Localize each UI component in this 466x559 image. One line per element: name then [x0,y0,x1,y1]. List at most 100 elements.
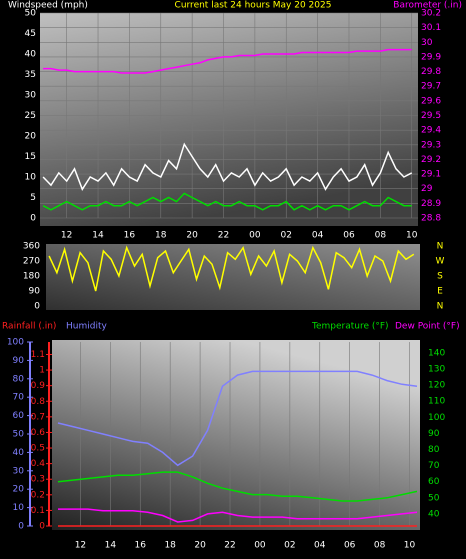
y-tick-label: 10 [13,503,25,513]
y2-tick-label: 28.9 [421,199,441,209]
y-tick-label: 35 [25,70,36,80]
y-axis-title: Windspeed (mph) [8,1,88,11]
y2-tick-label: 29 [421,184,433,194]
series-label: Temperature (°F) [311,322,389,332]
series-label: Humidity [66,322,107,332]
y-tick-label: 20 [25,132,37,142]
y-tick-label: 360 [23,242,40,252]
y2-tick-label: 0.7 [31,412,45,422]
x-tick-label: 22 [218,231,229,241]
y2-tick-label: 0.8 [31,397,46,407]
y2-tick-label: 29.5 [421,111,441,121]
y2-tick-label: 0.2 [31,490,45,500]
x-tick-label: 02 [284,541,295,551]
y-tick-label: 0 [18,522,24,532]
y-tick-label: 45 [25,29,36,39]
x-tick-label: 10 [406,231,418,241]
y3-tick-label: 70 [428,461,440,471]
y-tick-label: 70 [13,393,25,403]
y2-axis-title: Barometer (.in) [393,1,462,11]
series-line [48,245,415,292]
series-line [58,508,418,523]
y-tick-label: 15 [25,152,36,162]
y-tick-label: 30 [25,91,37,101]
y-tick-label: 180 [23,272,40,282]
y-tick-label: 0 [34,302,40,312]
y2-tick-label: N [437,242,444,252]
y-tick-label: 30 [13,466,25,476]
y3-tick-label: 100 [428,413,445,423]
series-line [43,48,412,74]
chart-title: Current last 24 hours May 20 2025 [175,1,332,11]
y2-tick-label: 29.6 [421,96,441,106]
panel [40,13,418,226]
y-tick-label: 40 [25,50,37,60]
series-label: Dew Point (°F) [395,322,460,332]
y2-tick-label: 0.5 [31,444,45,454]
y2-tick-label: 0.6 [31,428,46,438]
x-tick-label: 02 [281,231,292,241]
x-tick-label: 20 [194,541,206,551]
x-tick-label: 08 [374,541,386,551]
x-tick-label: 22 [224,541,235,551]
series-label: Rainfall (.in) [2,322,56,332]
x-tick-label: 14 [92,231,104,241]
y-tick-label: 60 [13,411,25,421]
y2-tick-label: 0.1 [31,506,45,516]
y2-tick-label: S [437,272,443,282]
y2-tick-label: N [437,302,444,312]
x-tick-label: 14 [105,541,117,551]
y-tick-label: 90 [29,287,41,297]
y2-tick-label: 1 [39,366,45,376]
x-tick-label: 06 [344,541,356,551]
y-tick-label: 0 [30,214,36,224]
x-tick-label: 20 [186,231,198,241]
x-tick-label: 00 [254,541,266,551]
y-tick-label: 80 [13,374,25,384]
y2-tick-label: 29.7 [421,82,441,92]
x-tick-label: 00 [249,231,261,241]
y2-tick-label: 30.2 [421,9,441,19]
y-tick-label: 50 [25,9,37,19]
y2-tick-label: 30 [421,38,433,48]
y3-tick-label: 80 [428,445,440,455]
y-tick-label: 270 [23,257,40,267]
x-tick-label: 18 [164,541,176,551]
y-tick-label: 90 [13,356,25,366]
y2-tick-label: 29.8 [421,67,441,77]
x-tick-label: 18 [155,231,167,241]
x-tick-label: 16 [124,231,136,241]
y3-tick-label: 50 [428,493,440,503]
y-tick-label: 25 [25,111,36,121]
y2-tick-label: 29.3 [421,140,441,150]
x-tick-label: 10 [404,541,416,551]
x-tick-label: 08 [375,231,387,241]
y2-tick-label: 0.3 [31,475,45,485]
series-line [57,471,418,502]
y2-tick-label: 30.1 [421,23,441,33]
y2-tick-label: 28.8 [421,214,441,224]
y2-tick-label: 0.9 [31,381,46,391]
y-tick-label: 40 [13,448,25,458]
x-tick-label: 04 [312,231,324,241]
y-tick-label: 5 [30,193,36,203]
y2-tick-label: 29.4 [421,126,441,136]
y3-tick-label: 120 [428,381,445,391]
y-tick-label: 50 [13,430,25,440]
y2-tick-label: 29.1 [421,170,441,180]
y2-tick-label: 0 [39,522,45,532]
y3-tick-label: 140 [428,348,445,358]
y3-tick-label: 90 [428,429,440,439]
y3-tick-label: 130 [428,365,445,375]
y2-tick-label: 29.9 [421,52,441,62]
x-tick-label: 06 [343,231,355,241]
y3-tick-label: 110 [428,397,445,407]
y-tick-label: 10 [25,173,37,183]
y2-tick-label: 1.1 [31,350,45,360]
series-line [57,370,418,467]
y-tick-label: 20 [13,485,25,495]
y-tick-label: 100 [7,338,24,348]
y2-tick-label: E [437,287,443,297]
series-line [42,142,413,191]
